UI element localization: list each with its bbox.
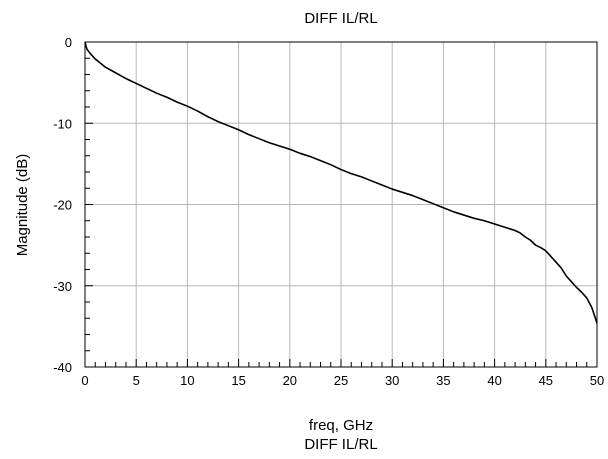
series-line [84, 41, 598, 324]
x-tick-label: 25 [334, 373, 348, 388]
x-tick-labels: 0 5 10 15 20 25 30 35 40 45 50 [81, 373, 604, 388]
chart-title: DIFF IL/RL [304, 10, 377, 27]
minor-ticks [84, 41, 598, 368]
y-tick-label: -20 [53, 198, 72, 213]
chart-subtitle: DIFF IL/RL [304, 436, 377, 453]
x-tick-label: 15 [231, 373, 245, 388]
x-axis-label: freq, GHz [309, 417, 373, 434]
grid [85, 42, 597, 367]
y-tick-label: 0 [65, 35, 72, 50]
y-tick-label: -40 [53, 360, 72, 375]
x-tick-label: 45 [539, 373, 553, 388]
y-axis-label: Magnitude (dB) [14, 154, 31, 257]
x-tick-label: 40 [487, 373, 501, 388]
y-tick-labels: 0 -10 -20 -30 -40 [53, 35, 72, 375]
x-tick-label: 30 [385, 373, 399, 388]
y-tick-label: -30 [53, 279, 72, 294]
x-tick-label: 5 [133, 373, 140, 388]
x-tick-label: 10 [180, 373, 194, 388]
y-tick-label: -10 [53, 116, 72, 131]
x-tick-label: 35 [436, 373, 450, 388]
x-tick-label: 50 [590, 373, 604, 388]
x-tick-label: 0 [81, 373, 88, 388]
x-tick-label: 20 [283, 373, 297, 388]
